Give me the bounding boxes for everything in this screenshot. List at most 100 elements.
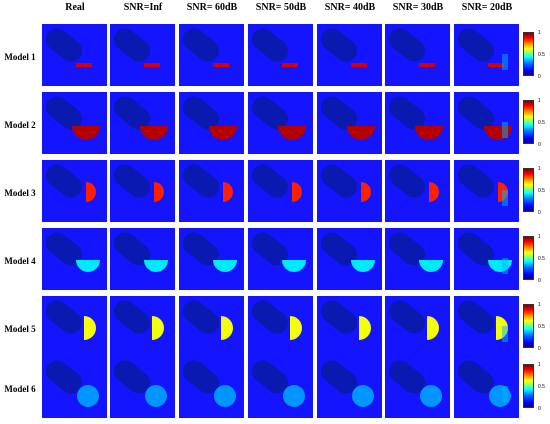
colorbar [523,32,534,76]
elliptical-region [113,28,151,62]
reconstruction-panel [248,24,313,86]
inclusion-region [290,316,302,340]
elliptical-region [251,28,289,62]
inclusion-region [347,126,375,140]
reconstruction-panel [179,228,244,290]
inclusion-region [77,385,99,407]
inclusion-region [429,182,439,202]
inclusion-region [415,126,443,140]
colorbar-tick-label: 1 [538,362,541,368]
noise-artifact [502,258,508,274]
elliptical-region [45,300,83,334]
reconstruction-panel [317,24,382,86]
reconstruction-panel [248,296,313,358]
colorbar-tick-label: 0.5 [538,188,545,194]
elliptical-region [182,96,220,130]
noise-artifact [502,122,508,138]
elliptical-region [388,360,426,394]
inclusion-region [292,182,302,202]
reconstruction-panel [248,92,313,154]
inclusion-region [419,260,443,272]
colorbar-tick-label: 1 [538,30,541,36]
elliptical-region [182,360,220,394]
row-label: Model 1 [4,52,36,62]
reconstruction-panel [454,296,519,358]
inclusion-region [84,316,96,340]
colorbar-tick-label: 1 [538,98,541,104]
reconstruction-panel [42,160,107,222]
column-header: SNR= 20dB [461,2,513,13]
reconstruction-panel [110,92,175,154]
elliptical-region [45,360,83,394]
elliptical-region [113,360,151,394]
colorbar-tick-label: 0 [538,142,541,148]
elliptical-region [320,164,358,198]
colorbar [523,364,534,408]
colorbar-tick-label: 1 [538,302,541,308]
inclusion-region [209,126,237,140]
elliptical-region [457,28,495,62]
reconstruction-panel [385,296,450,358]
colorbar-tick-label: 1 [538,166,541,172]
elliptical-region [113,300,151,334]
colorbar [523,168,534,212]
inclusion-region [283,385,305,407]
colorbar [523,100,534,144]
reconstruction-panel [110,24,175,86]
inclusion-region [213,260,237,272]
elliptical-region [45,28,83,62]
reconstruction-panel [248,228,313,290]
elliptical-region [182,28,220,62]
elliptical-region [182,300,220,334]
reconstruction-panel [385,356,450,418]
elliptical-region [320,300,358,334]
reconstruction-panel [179,160,244,222]
noise-artifact [502,54,508,70]
elliptical-region [457,164,495,198]
elliptical-region [251,300,289,334]
inclusion-region [351,63,367,67]
reconstruction-panel [248,160,313,222]
colorbar-tick-label: 0.5 [538,52,545,58]
column-header: SNR= 40dB [324,2,376,13]
elliptical-region [251,96,289,130]
elliptical-region [457,232,495,266]
inclusion-region [140,126,168,140]
reconstruction-panel [179,296,244,358]
elliptical-region [457,96,495,130]
inclusion-region [351,260,375,272]
colorbar-tick-label: 0 [538,278,541,284]
reconstruction-panel [42,356,107,418]
colorbar [523,304,534,348]
elliptical-region [45,164,83,198]
column-header: SNR= 50dB [255,2,307,13]
reconstruction-panel [110,228,175,290]
reconstruction-panel [42,228,107,290]
row-label: Model 6 [4,384,36,394]
noise-artifact [502,386,508,402]
elliptical-region [113,232,151,266]
inclusion-region [361,182,371,202]
inclusion-region [223,182,233,202]
row-label: Model 3 [4,188,36,198]
inclusion-region [76,63,92,67]
elliptical-region [320,232,358,266]
inclusion-region [488,63,504,67]
reconstruction-panel [248,356,313,418]
reconstruction-panel [317,160,382,222]
reconstruction-panel [110,160,175,222]
inclusion-region [359,316,371,340]
column-header: SNR=Inf [123,2,163,13]
elliptical-region [251,360,289,394]
reconstruction-panel [42,296,107,358]
inclusion-region [420,385,442,407]
row-label: Model 2 [4,120,36,130]
reconstruction-panel [317,356,382,418]
elliptical-region [113,96,151,130]
inclusion-region [221,316,233,340]
reconstruction-panel [110,356,175,418]
reconstruction-panel [42,92,107,154]
reconstruction-panel [454,92,519,154]
inclusion-region [144,63,160,67]
column-header: SNR= 30dB [392,2,444,13]
